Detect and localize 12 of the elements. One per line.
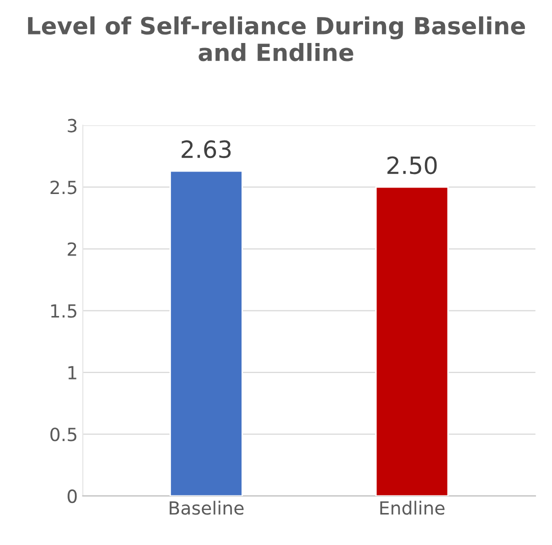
y-tick-label: 2 — [68, 242, 76, 256]
y-tick-label: 0 — [68, 489, 77, 504]
chart-title: Level of Self-reliance During Baseline and Endline — [28, 16, 525, 62]
x-tick-label: Endline — [380, 500, 444, 515]
y-tick-label: 0.5 — [50, 428, 76, 442]
data-label: 2.50 — [387, 156, 437, 174]
data-label: 2.63 — [182, 140, 231, 158]
x-tick-label: Baseline — [170, 500, 244, 515]
y-tick-label: 1.5 — [51, 304, 76, 318]
y-tick-label: 1 — [68, 366, 76, 380]
y-tick-label: 2.5 — [50, 180, 76, 194]
y-tick-label: 3 — [68, 118, 76, 132]
